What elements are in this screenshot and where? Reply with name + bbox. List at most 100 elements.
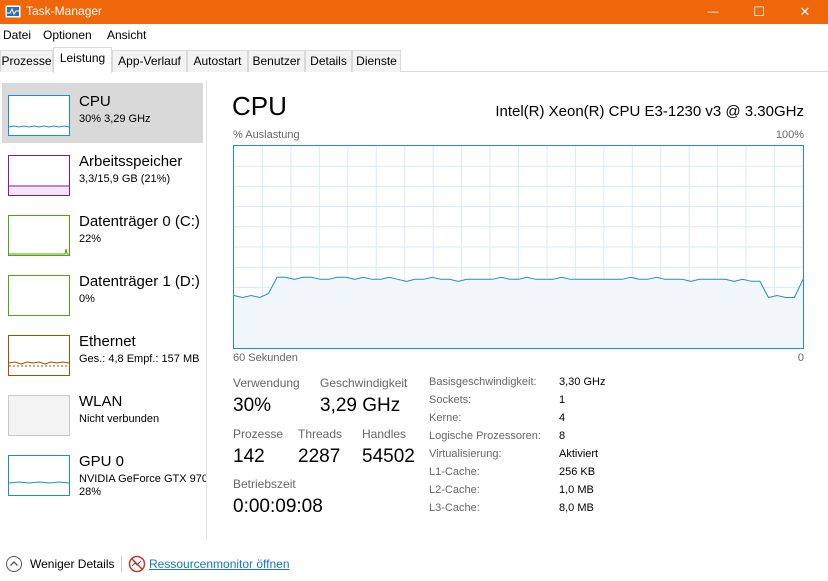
spec-key: Basisgeschwindigkeit: — [429, 376, 537, 388]
sidebar-item-datentraeger-1[interactable]: Datenträger 1 (D:) 0% — [2, 263, 203, 323]
tab-leistung[interactable]: Leistung — [53, 47, 112, 73]
handles-label: Handles — [362, 427, 407, 441]
sidebar-item-title: WLAN — [79, 393, 123, 410]
tab-benutzer[interactable]: Benutzer — [248, 50, 305, 72]
resource-sidebar: CPU 30% 3,29 GHz Arbeitsspeicher 3,3/15,… — [0, 80, 207, 540]
maximize-button[interactable]: ☐ — [736, 0, 782, 24]
sidebar-item-title: Datenträger 0 (C:) — [79, 213, 200, 230]
sidebar-item-wlan[interactable]: WLAN Nicht verbunden — [2, 383, 203, 443]
spec-value: 8,0 MB — [559, 502, 594, 514]
sidebar-item-arbeitsspeicher[interactable]: Arbeitsspeicher 3,3/15,9 GB (21%) — [2, 143, 203, 203]
sidebar-item-title: CPU — [79, 93, 111, 110]
tab-app-verlauf[interactable]: App-Verlauf — [112, 50, 187, 72]
tab-details[interactable]: Details — [305, 50, 352, 72]
usage-label: Verwendung — [233, 376, 300, 390]
tab-prozesse[interactable]: Prozesse — [0, 50, 53, 72]
graph-label-left: % Auslastung — [233, 129, 300, 141]
sidebar-item-subtitle: 3,3/15,9 GB (21%) — [79, 173, 171, 185]
resource-monitor-icon — [128, 555, 146, 573]
tab-dienste[interactable]: Dienste — [352, 50, 401, 72]
sidebar-item-subtitle-2: 28% — [79, 486, 102, 498]
spec-key: Sockets: — [429, 394, 472, 406]
menu-bar: Datei Optionen Ansicht — [0, 24, 828, 46]
spec-value: 1,0 MB — [559, 484, 594, 496]
graph-label-right: 100% — [775, 129, 804, 141]
gpu-thumbnail-svg — [9, 481, 69, 484]
usage-line — [234, 276, 803, 299]
spec-value: 8 — [559, 430, 566, 442]
cpu-usage-svg — [234, 146, 803, 348]
menu-optionen[interactable]: Optionen — [43, 28, 92, 42]
disk0-thumbnail-svg — [9, 248, 69, 255]
axis-right-label: 0 — [797, 352, 804, 364]
minimize-button[interactable]: — — [690, 0, 736, 24]
spec-value: 3,30 GHz — [559, 376, 606, 388]
spec-value: 256 KB — [559, 466, 596, 478]
menu-ansicht[interactable]: Ansicht — [107, 28, 147, 42]
sidebar-item-subtitle: 30% 3,29 GHz — [79, 113, 151, 125]
sidebar-item-title: Datenträger 1 (D:) — [79, 273, 200, 290]
wlan-thumbnail-graph — [8, 395, 70, 436]
spec-key: L2-Cache: — [429, 484, 480, 496]
usage-area — [234, 277, 803, 348]
page-title: CPU — [232, 91, 287, 121]
maximize-icon: ☐ — [753, 4, 765, 19]
disk1-thumbnail-graph — [8, 275, 70, 316]
speed-label: Geschwindigkeit — [320, 376, 408, 390]
close-button[interactable]: ✕ — [782, 0, 828, 24]
processes-value: 142 — [233, 446, 265, 467]
sidebar-item-subtitle: Ges.: 4,8 Empf.: 157 MB — [79, 353, 200, 365]
sidebar-item-title: Arbeitsspeicher — [79, 153, 183, 170]
tab-bar: Prozesse Leistung App-Verlauf Autostart … — [0, 46, 828, 73]
spec-value: 4 — [559, 412, 566, 424]
sidebar-item-title: Ethernet — [79, 333, 136, 350]
sidebar-item-cpu[interactable]: CPU 30% 3,29 GHz — [2, 83, 203, 143]
gpu-thumbnail-graph — [8, 455, 70, 496]
uptime-value: 0:00:09:08 — [233, 496, 323, 517]
uptime-label: Betriebszeit — [233, 477, 296, 491]
chevron-up-icon[interactable] — [5, 555, 23, 573]
threads-value: 2287 — [298, 446, 341, 467]
usage-value: 30% — [233, 395, 272, 416]
handles-value: 54502 — [362, 446, 415, 467]
axis-left-label: 60 Sekunden — [233, 352, 298, 364]
disk0-thumbnail-graph — [8, 215, 70, 256]
spec-key: L3-Cache: — [429, 502, 480, 514]
sidebar-item-subtitle: NVIDIA GeForce GTX 970 — [79, 473, 207, 485]
spec-key: Kerne: — [429, 412, 462, 424]
spec-value: 1 — [559, 394, 566, 406]
cpu-thumbnail-graph — [8, 95, 70, 136]
sidebar-item-ethernet[interactable]: Ethernet Ges.: 4,8 Empf.: 157 MB — [2, 323, 203, 383]
spec-key: L1-Cache: — [429, 466, 480, 478]
ethernet-thumbnail-svg — [9, 361, 69, 367]
speed-value: 3,29 GHz — [320, 395, 401, 416]
sidebar-item-title: GPU 0 — [79, 453, 125, 470]
footer-divider — [121, 556, 122, 572]
cpu-thumbnail-svg — [9, 125, 69, 128]
title-bar[interactable]: Task-Manager — ☐ ✕ — [0, 0, 828, 24]
less-details-button[interactable]: Weniger Details — [30, 557, 115, 571]
footer: Weniger Details Ressourcenmonitor öffnen — [0, 547, 828, 581]
sidebar-item-subtitle: 22% — [79, 233, 102, 245]
ethernet-thumbnail-graph — [8, 335, 70, 376]
memory-thumbnail-graph — [8, 155, 70, 196]
resource-monitor-link[interactable]: Ressourcenmonitor öffnen — [149, 557, 290, 571]
threads-label: Threads — [298, 427, 343, 441]
window-title: Task-Manager — [26, 4, 103, 18]
sidebar-item-subtitle: 0% — [79, 293, 95, 305]
menu-datei[interactable]: Datei — [3, 28, 32, 42]
cpu-model-name: Intel(R) Xeon(R) CPU E3-1230 v3 @ 3.30GH… — [495, 103, 804, 120]
spec-value: Aktiviert — [559, 448, 599, 460]
spec-key: Virtualisierung: — [429, 448, 502, 460]
close-icon: ✕ — [799, 4, 811, 19]
cpu-usage-graph — [233, 145, 804, 349]
memory-thumbnail-svg — [9, 185, 69, 195]
task-manager-icon — [5, 5, 21, 18]
processes-label: Prozesse — [233, 427, 284, 441]
spec-key: Logische Prozessoren: — [429, 430, 541, 442]
tab-autostart[interactable]: Autostart — [187, 50, 248, 72]
sidebar-item-subtitle: Nicht verbunden — [79, 413, 160, 425]
sidebar-item-gpu-0[interactable]: GPU 0 NVIDIA GeForce GTX 970 28% — [2, 443, 206, 503]
sidebar-item-datentraeger-0[interactable]: Datenträger 0 (C:) 22% — [2, 203, 203, 263]
